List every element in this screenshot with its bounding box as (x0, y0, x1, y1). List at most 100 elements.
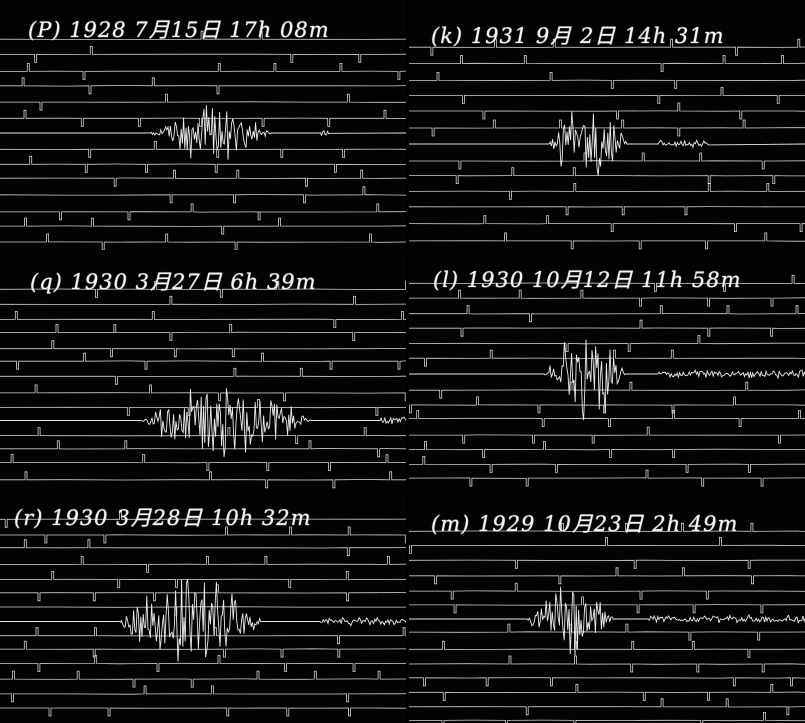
trace-line (409, 712, 805, 723)
trace-line (409, 698, 805, 716)
trace-line (0, 510, 406, 528)
trace-line (409, 567, 805, 585)
trace-line (409, 537, 805, 554)
trace-line (409, 426, 805, 444)
seismogram-panel-k: (k) 1931 9月 2日 14h 31m (409, 0, 805, 250)
trace-line (0, 655, 406, 672)
trace-line (0, 203, 406, 221)
trace-line (409, 289, 805, 307)
trace-line (409, 72, 805, 89)
trace-line (0, 352, 406, 370)
trace-line (0, 526, 406, 544)
seismogram-traces-m (409, 522, 805, 723)
seismogram-panel-l: (l) 1930 10月12日 11h 58m (409, 252, 805, 490)
trace-line (409, 469, 805, 487)
trace-line (409, 167, 805, 184)
trace-line (0, 384, 406, 402)
trace-line (409, 522, 805, 532)
trace-line (409, 335, 805, 352)
trace-line (0, 140, 406, 158)
trace-line (409, 559, 805, 569)
trace-line (409, 274, 805, 292)
trace-line (0, 311, 406, 328)
burst-trace-p (0, 105, 406, 160)
burst-trace-k (409, 111, 805, 176)
trace-line (0, 46, 406, 63)
trace-line (0, 471, 406, 489)
trace-line (409, 441, 805, 458)
seismogram-traces-l (409, 274, 805, 487)
trace-line (409, 215, 805, 232)
trace-line (409, 152, 805, 170)
trace-line (0, 30, 406, 40)
panel-caption-m: (m) 1929 10月23日 2h 49m (431, 512, 739, 536)
seismogram-traces-r (0, 510, 406, 717)
trace-line (409, 102, 805, 120)
burst-trace-q (0, 388, 406, 457)
trace-line (0, 217, 406, 235)
trace-line (409, 582, 805, 600)
trace-line (0, 186, 406, 204)
trace-line (0, 627, 406, 645)
trace-line (409, 623, 805, 641)
seismogram-panel-m: (m) 1929 10月23日 2h 49m (409, 492, 805, 723)
trace-line (0, 571, 406, 588)
trace-line (409, 683, 805, 701)
trace-line (409, 206, 805, 216)
trace-line (0, 295, 406, 305)
trace-line (0, 440, 406, 458)
trace-line (0, 324, 406, 341)
trace-line (409, 640, 805, 658)
trace-line (409, 410, 805, 427)
seismogram-traces-k (409, 38, 805, 250)
panel-caption-r: (r) 1930 3月28日 10h 32m (14, 506, 312, 530)
trace-line (0, 340, 406, 358)
trace-line (0, 427, 406, 444)
trace-line (409, 55, 805, 72)
panel-caption-q: (q) 1930 3月27日 6h 39m (30, 270, 317, 294)
seismogram-panel-p: (P) 1928 7月15日 17h 08m (0, 0, 406, 250)
panel-caption-p: (P) 1928 7月15日 17h 08m (28, 18, 330, 42)
trace-line (0, 640, 406, 658)
seismogram-traces-p (0, 30, 406, 250)
trace-line (409, 119, 805, 137)
trace-line (409, 677, 805, 687)
trace-line (409, 655, 805, 673)
trace-line (409, 183, 805, 200)
trace-line (0, 454, 406, 471)
trace-line (0, 670, 406, 688)
trace-line (409, 596, 805, 614)
trace-line (0, 233, 406, 250)
burst-trace-r (0, 579, 406, 662)
seismogram-traces-q (0, 280, 406, 489)
trace-line (0, 109, 406, 127)
trace-line (0, 539, 406, 557)
trace-line (409, 38, 805, 56)
trace-line (409, 319, 805, 337)
trace-line (0, 155, 406, 173)
seismogram-panel-r: (r) 1930 3月28日 10h 32m (0, 492, 406, 723)
trace-line (409, 87, 805, 104)
burst-trace-m (409, 586, 805, 657)
trace-line (0, 584, 406, 602)
trace-line (409, 396, 805, 414)
panel-caption-k: (k) 1931 9月 2日 14h 31m (431, 24, 725, 48)
trace-line (0, 77, 406, 95)
trace-line (0, 685, 406, 703)
trace-line (409, 381, 805, 399)
trace-line (0, 63, 406, 80)
trace-line (0, 169, 406, 187)
burst-trace-l (409, 339, 805, 421)
trace-line (0, 367, 406, 385)
seismogram-panel-q: (q) 1930 3月27日 6h 39m (0, 252, 406, 490)
trace-line (0, 606, 406, 616)
trace-line (409, 349, 805, 367)
trace-line (0, 707, 406, 717)
panel-caption-l: (l) 1930 10月12日 11h 58m (433, 268, 742, 292)
trace-line (0, 556, 406, 573)
trace-line (409, 456, 805, 473)
trace-line (0, 280, 406, 298)
trace-line (409, 305, 805, 323)
trace-line (0, 93, 406, 111)
